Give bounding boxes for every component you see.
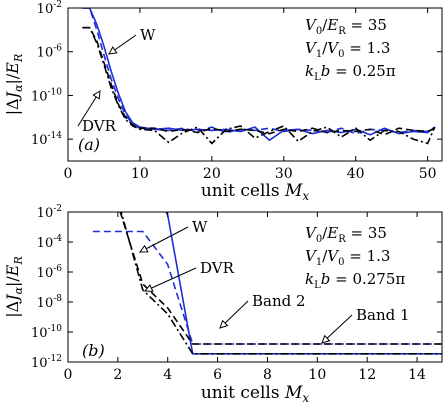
series-group [92,212,442,355]
series-group [82,8,436,145]
x-axis-label: unit cells Mx [201,181,310,203]
panel-label: (b) [82,341,105,360]
x-tick-label: 4 [163,367,172,383]
x-tick-label: 30 [275,166,293,182]
series-line-3 [120,212,442,355]
annotation-arrow-head [92,90,101,100]
x-tick-label: 10 [308,367,326,383]
y-tick-label: 10-8 [37,294,63,311]
y-tick-label: 10-12 [31,354,62,371]
y-tick-label: 10-4 [37,234,63,251]
y-axis-label: |ΔJα|/ER [3,256,25,318]
annotation-label: Band 2 [252,292,306,310]
y-tick-label: 10-10 [31,87,62,104]
x-tick-label: 0 [64,166,73,182]
x-tick-label: 40 [347,166,365,182]
x-tick-label: 8 [263,367,272,383]
x-tick-label: 20 [203,166,221,182]
x-tick-label: 10 [131,166,149,182]
panel-label: (a) [78,135,100,154]
y-tick-label: 10-2 [37,204,62,221]
x-tick-label: 14 [408,367,426,383]
annotation-arrow-head [143,283,154,292]
annotation-arrow-head [219,319,229,329]
x-tick-label: 0 [64,367,73,383]
param-v0-er: V0/ER = 35 [305,16,387,37]
x-tick-label: 2 [113,367,122,383]
y-axis-label: |ΔJα|/ER [3,54,25,116]
param-klb: kLb = 0.25π [305,62,396,83]
param-v1-v0: V1/V0 = 1.3 [305,247,390,268]
y-tick-label: 10-6 [37,44,63,61]
series-line-3 [82,26,436,145]
chart-panel-b: 0 2 4 6 8 10 12 14 10-2 10-4 10-6 10-8 10-10 10-12 uni… [3,204,443,405]
annotation-arrow-line [139,226,189,253]
annotation-arrow-head [139,244,149,253]
annotation-label: W [140,26,156,44]
y-tick-label: 10-6 [37,264,63,281]
series-line-4 [119,212,442,345]
annotation-arrow-head [321,334,331,344]
y-tick-label: 10-10 [31,324,62,341]
plot-frame [67,211,443,363]
x-tick-label: 6 [213,367,222,383]
x-axis-label: unit cells Mx [201,383,310,405]
x-tick-label: 12 [358,367,376,383]
x-tick-label: 50 [419,166,437,182]
plot-frame [67,7,443,162]
param-v1-v0: V1/V0 = 1.3 [305,39,390,60]
y-tick-label: 10-14 [31,131,62,148]
annotation-arrow-head [108,46,118,55]
annotation-arrow-line [144,267,197,292]
annotation-label: DVR [200,259,235,277]
annotation-label: DVR [82,117,117,135]
param-klb: kLb = 0.275π [305,270,405,291]
annotation-label: W [192,218,208,236]
param-v0-er: V0/ER = 35 [305,224,387,245]
annotation-label: Band 1 [356,306,410,324]
chart-panel-a: 0 10 20 30 40 50 10-2 10-6 10-10 10-14 unit cells … [3,0,443,203]
y-tick-label: 10-2 [37,0,62,17]
series-line-2 [82,8,436,135]
